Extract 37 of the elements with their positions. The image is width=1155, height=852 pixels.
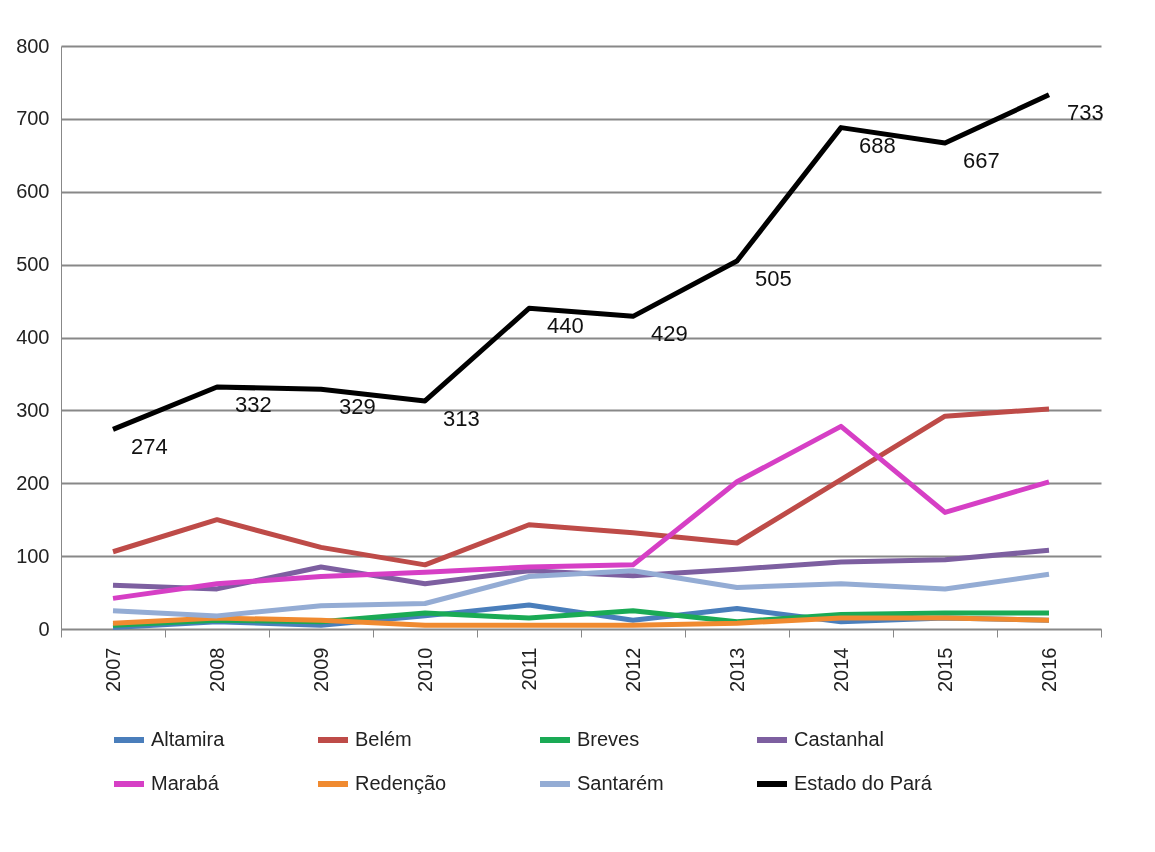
data-label: 332 bbox=[235, 392, 272, 418]
legend-label: Estado do Pará bbox=[794, 772, 933, 794]
legend-label: Santarém bbox=[577, 772, 664, 794]
y-tick-label: 400 bbox=[16, 326, 50, 348]
data-label: 429 bbox=[651, 321, 688, 347]
x-tick-label: 2009 bbox=[309, 647, 332, 692]
y-tick-label: 200 bbox=[16, 471, 50, 494]
x-tick-label: 2015 bbox=[933, 647, 956, 692]
data-label: 329 bbox=[339, 394, 376, 420]
data-label: 667 bbox=[963, 147, 1000, 173]
x-tick-label: 2016 bbox=[1037, 647, 1060, 692]
legend-label: Castanhal bbox=[794, 728, 885, 750]
y-tick-label: 500 bbox=[16, 253, 50, 276]
x-tick-label: 2012 bbox=[621, 647, 644, 692]
data-label: 733 bbox=[1067, 99, 1104, 125]
x-tick-label: 2014 bbox=[829, 647, 852, 692]
legend-label: Breves bbox=[577, 728, 640, 750]
y-tick-label: 100 bbox=[16, 544, 50, 567]
y-tick-label: 0 bbox=[38, 617, 50, 640]
data-label: 274 bbox=[131, 434, 168, 460]
data-label: 688 bbox=[859, 132, 896, 158]
legend-label: Marabá bbox=[151, 772, 220, 794]
x-tick-label: 2010 bbox=[413, 647, 436, 692]
y-tick-label: 700 bbox=[16, 107, 50, 130]
legend-label: Redenção bbox=[355, 772, 447, 794]
legend-label: Belém bbox=[355, 728, 412, 750]
data-label: 313 bbox=[443, 405, 480, 431]
data-label: 505 bbox=[755, 265, 792, 291]
y-tick-label: 600 bbox=[16, 180, 50, 203]
y-tick-label: 300 bbox=[16, 398, 50, 421]
x-tick-label: 2007 bbox=[101, 647, 124, 692]
legend-label: Altamira bbox=[151, 728, 226, 750]
data-label: 440 bbox=[547, 313, 584, 339]
x-tick-label: 2011 bbox=[517, 647, 540, 691]
x-tick-label: 2013 bbox=[725, 647, 748, 692]
y-tick-label: 800 bbox=[16, 34, 50, 57]
x-tick-label: 2008 bbox=[205, 647, 228, 692]
